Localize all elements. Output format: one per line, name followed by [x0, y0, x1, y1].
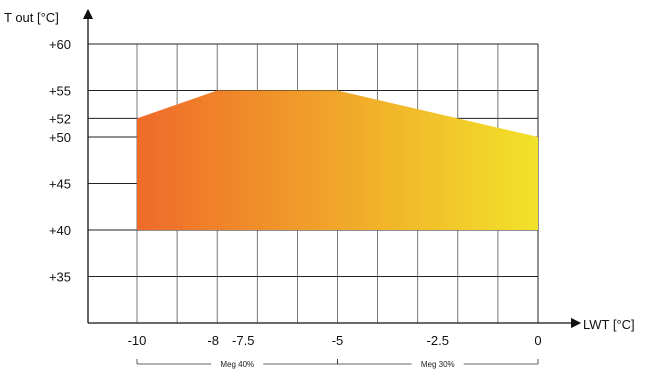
bracket: Meg 30% — [337, 359, 539, 369]
bracket-label: Meg 40% — [220, 360, 254, 369]
x-tick-label: -5 — [332, 333, 344, 348]
x-tick-label: 0 — [534, 333, 541, 348]
y-tick-label: +52 — [49, 111, 71, 126]
brackets: Meg 40% Meg 30% — [136, 359, 539, 369]
x-axis-title: LWT [°C] — [583, 317, 635, 332]
y-tick-label: +45 — [49, 177, 71, 192]
y-tick-label: +35 — [49, 270, 71, 285]
bracket: Meg 40% — [136, 359, 338, 369]
envelope-area-group — [137, 90, 538, 230]
x-tick-label: -7.5 — [232, 333, 254, 348]
axes — [82, 8, 582, 329]
y-tick-label: +50 — [49, 130, 71, 145]
x-tick-label: -10 — [128, 333, 147, 348]
y-tick-label: +40 — [49, 223, 71, 238]
envelope-area — [137, 90, 538, 230]
y-tick-labels: +60 +55 +52 +50 +45 +40 +35 — [49, 37, 71, 285]
y-axis-title: T out [°C] — [4, 10, 59, 25]
x-tick-label: -8 — [207, 333, 219, 348]
y-tick-label: +55 — [49, 84, 71, 99]
x-tick-labels: -10 -8 -7.5 -5 -2.5 0 — [128, 333, 542, 348]
y-tick-label: +60 — [49, 37, 71, 52]
bracket-label: Meg 30% — [421, 360, 455, 369]
x-tick-label: -2.5 — [427, 333, 449, 348]
